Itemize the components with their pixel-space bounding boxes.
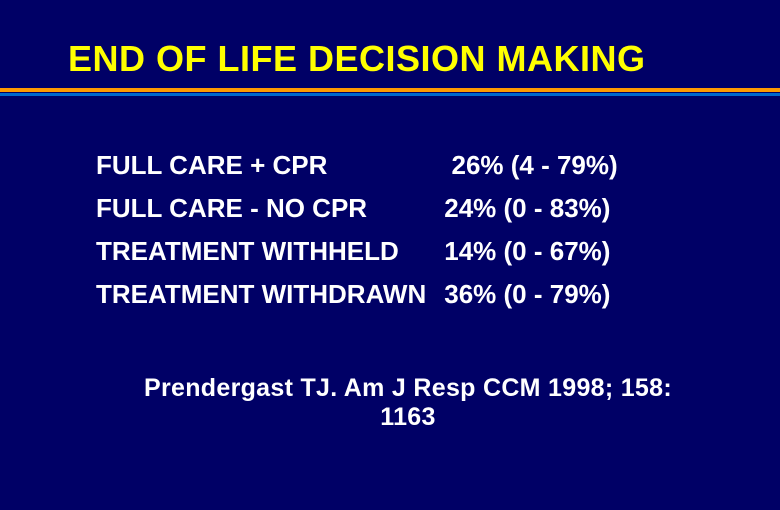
divider-orange [0, 88, 780, 92]
row-value: 24% (0 - 83%) [444, 193, 617, 224]
table-row: FULL CARE + CPR 26% (4 - 79%) [96, 150, 618, 181]
row-label: TREATMENT WITHHELD [96, 236, 444, 267]
slide-container: END OF LIFE DECISION MAKING FULL CARE + … [0, 0, 780, 510]
divider [0, 88, 780, 96]
row-label: TREATMENT WITHDRAWN [96, 279, 444, 310]
table-row: TREATMENT WITHDRAWN 36% (0 - 79%) [96, 279, 618, 310]
row-value: 14% (0 - 67%) [444, 236, 617, 267]
title-area: END OF LIFE DECISION MAKING [0, 0, 780, 80]
content-area: FULL CARE + CPR 26% (4 - 79%) FULL CARE … [0, 96, 780, 432]
table-row: TREATMENT WITHHELD 14% (0 - 67%) [96, 236, 618, 267]
table-row: FULL CARE - NO CPR 24% (0 - 83%) [96, 193, 618, 224]
row-value: 36% (0 - 79%) [444, 279, 617, 310]
slide-title: END OF LIFE DECISION MAKING [68, 38, 740, 80]
row-value: 26% (4 - 79%) [444, 150, 617, 181]
row-label: FULL CARE - NO CPR [96, 193, 444, 224]
citation-text: Prendergast TJ. Am J Resp CCM 1998; 158:… [96, 374, 720, 432]
data-table: FULL CARE + CPR 26% (4 - 79%) FULL CARE … [96, 138, 618, 322]
row-label: FULL CARE + CPR [96, 150, 444, 181]
